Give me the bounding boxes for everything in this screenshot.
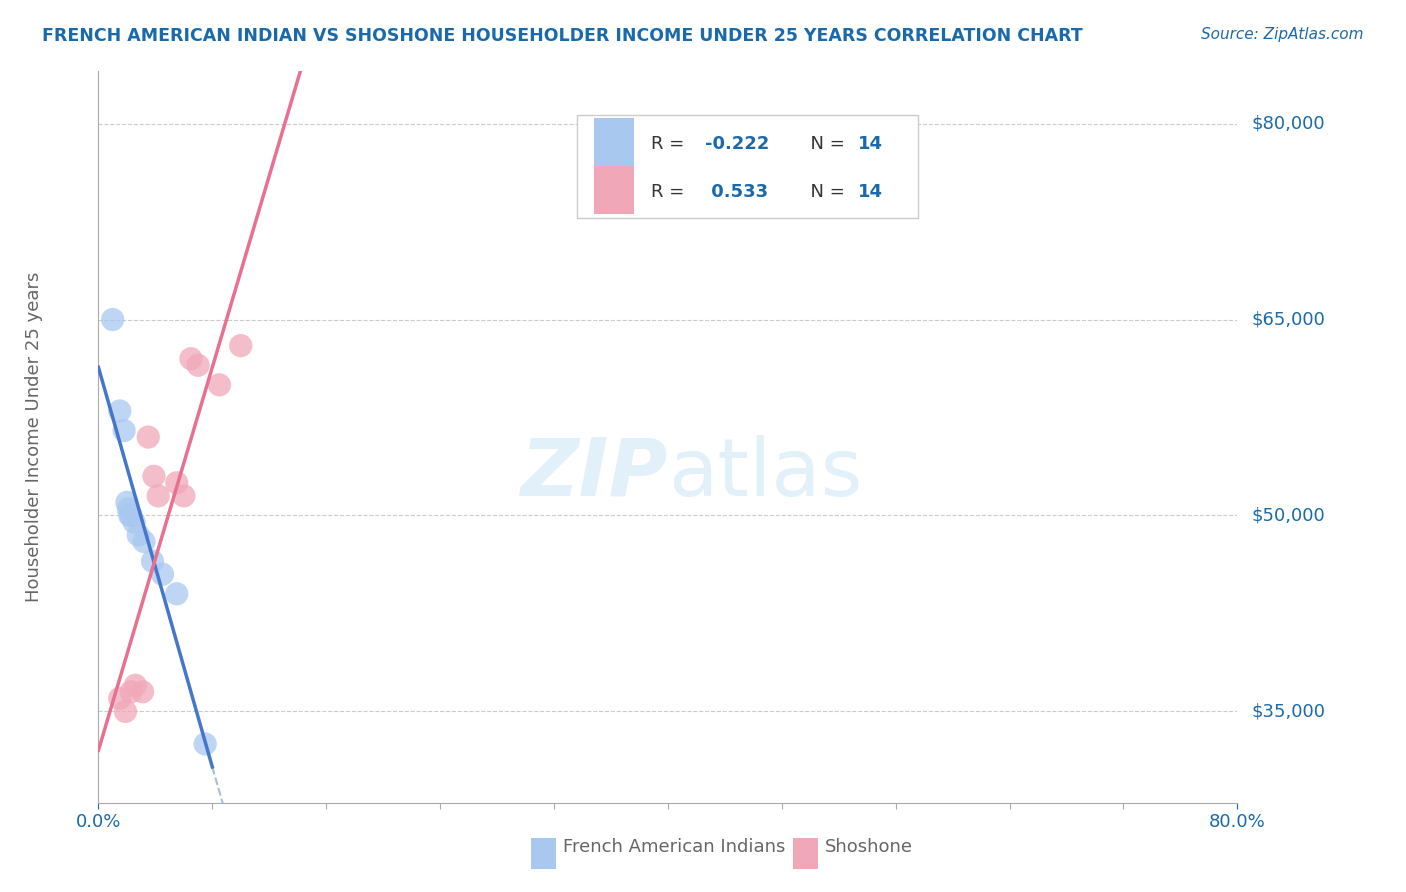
Point <box>166 587 188 601</box>
Point <box>120 508 142 523</box>
Point <box>101 312 124 326</box>
Text: $50,000: $50,000 <box>1251 507 1326 524</box>
Point <box>152 567 174 582</box>
Point <box>131 685 153 699</box>
Text: N =: N = <box>799 135 851 153</box>
Text: Source: ZipAtlas.com: Source: ZipAtlas.com <box>1201 27 1364 42</box>
Point <box>112 424 135 438</box>
Point <box>194 737 217 751</box>
Bar <box>593 167 634 214</box>
Point <box>142 469 165 483</box>
Point <box>108 691 131 706</box>
Text: atlas: atlas <box>668 434 862 513</box>
Point <box>118 508 141 523</box>
Text: R =: R = <box>651 135 690 153</box>
Point <box>120 685 142 699</box>
Text: FRENCH AMERICAN INDIAN VS SHOSHONE HOUSEHOLDER INCOME UNDER 25 YEARS CORRELATION: FRENCH AMERICAN INDIAN VS SHOSHONE HOUSE… <box>42 27 1083 45</box>
Bar <box>593 119 634 166</box>
Text: $35,000: $35,000 <box>1251 702 1326 721</box>
Point <box>127 528 149 542</box>
Point <box>136 430 159 444</box>
Text: 14: 14 <box>858 183 883 201</box>
Point <box>148 489 170 503</box>
Point <box>141 554 163 568</box>
Text: Shoshone: Shoshone <box>825 838 912 855</box>
Text: 0.533: 0.533 <box>706 183 769 201</box>
Point <box>173 489 195 503</box>
Point <box>132 534 155 549</box>
Bar <box>576 115 918 218</box>
Point <box>180 351 202 366</box>
Text: Householder Income Under 25 years: Householder Income Under 25 years <box>25 272 44 602</box>
Bar <box>531 838 557 869</box>
Point <box>187 358 209 372</box>
Point <box>122 515 145 529</box>
Point <box>108 404 131 418</box>
Text: R =: R = <box>651 183 690 201</box>
Text: -0.222: -0.222 <box>706 135 770 153</box>
Point <box>115 495 138 509</box>
Bar <box>793 838 818 869</box>
Text: ZIP: ZIP <box>520 434 668 513</box>
Point <box>114 705 136 719</box>
Point <box>208 377 231 392</box>
Text: N =: N = <box>799 183 851 201</box>
Text: $80,000: $80,000 <box>1251 114 1324 133</box>
Text: 14: 14 <box>858 135 883 153</box>
Point <box>124 678 146 692</box>
Point <box>117 502 139 516</box>
Text: $65,000: $65,000 <box>1251 310 1326 328</box>
Text: French American Indians: French American Indians <box>562 838 786 855</box>
Point <box>166 475 188 490</box>
Point <box>229 338 252 352</box>
